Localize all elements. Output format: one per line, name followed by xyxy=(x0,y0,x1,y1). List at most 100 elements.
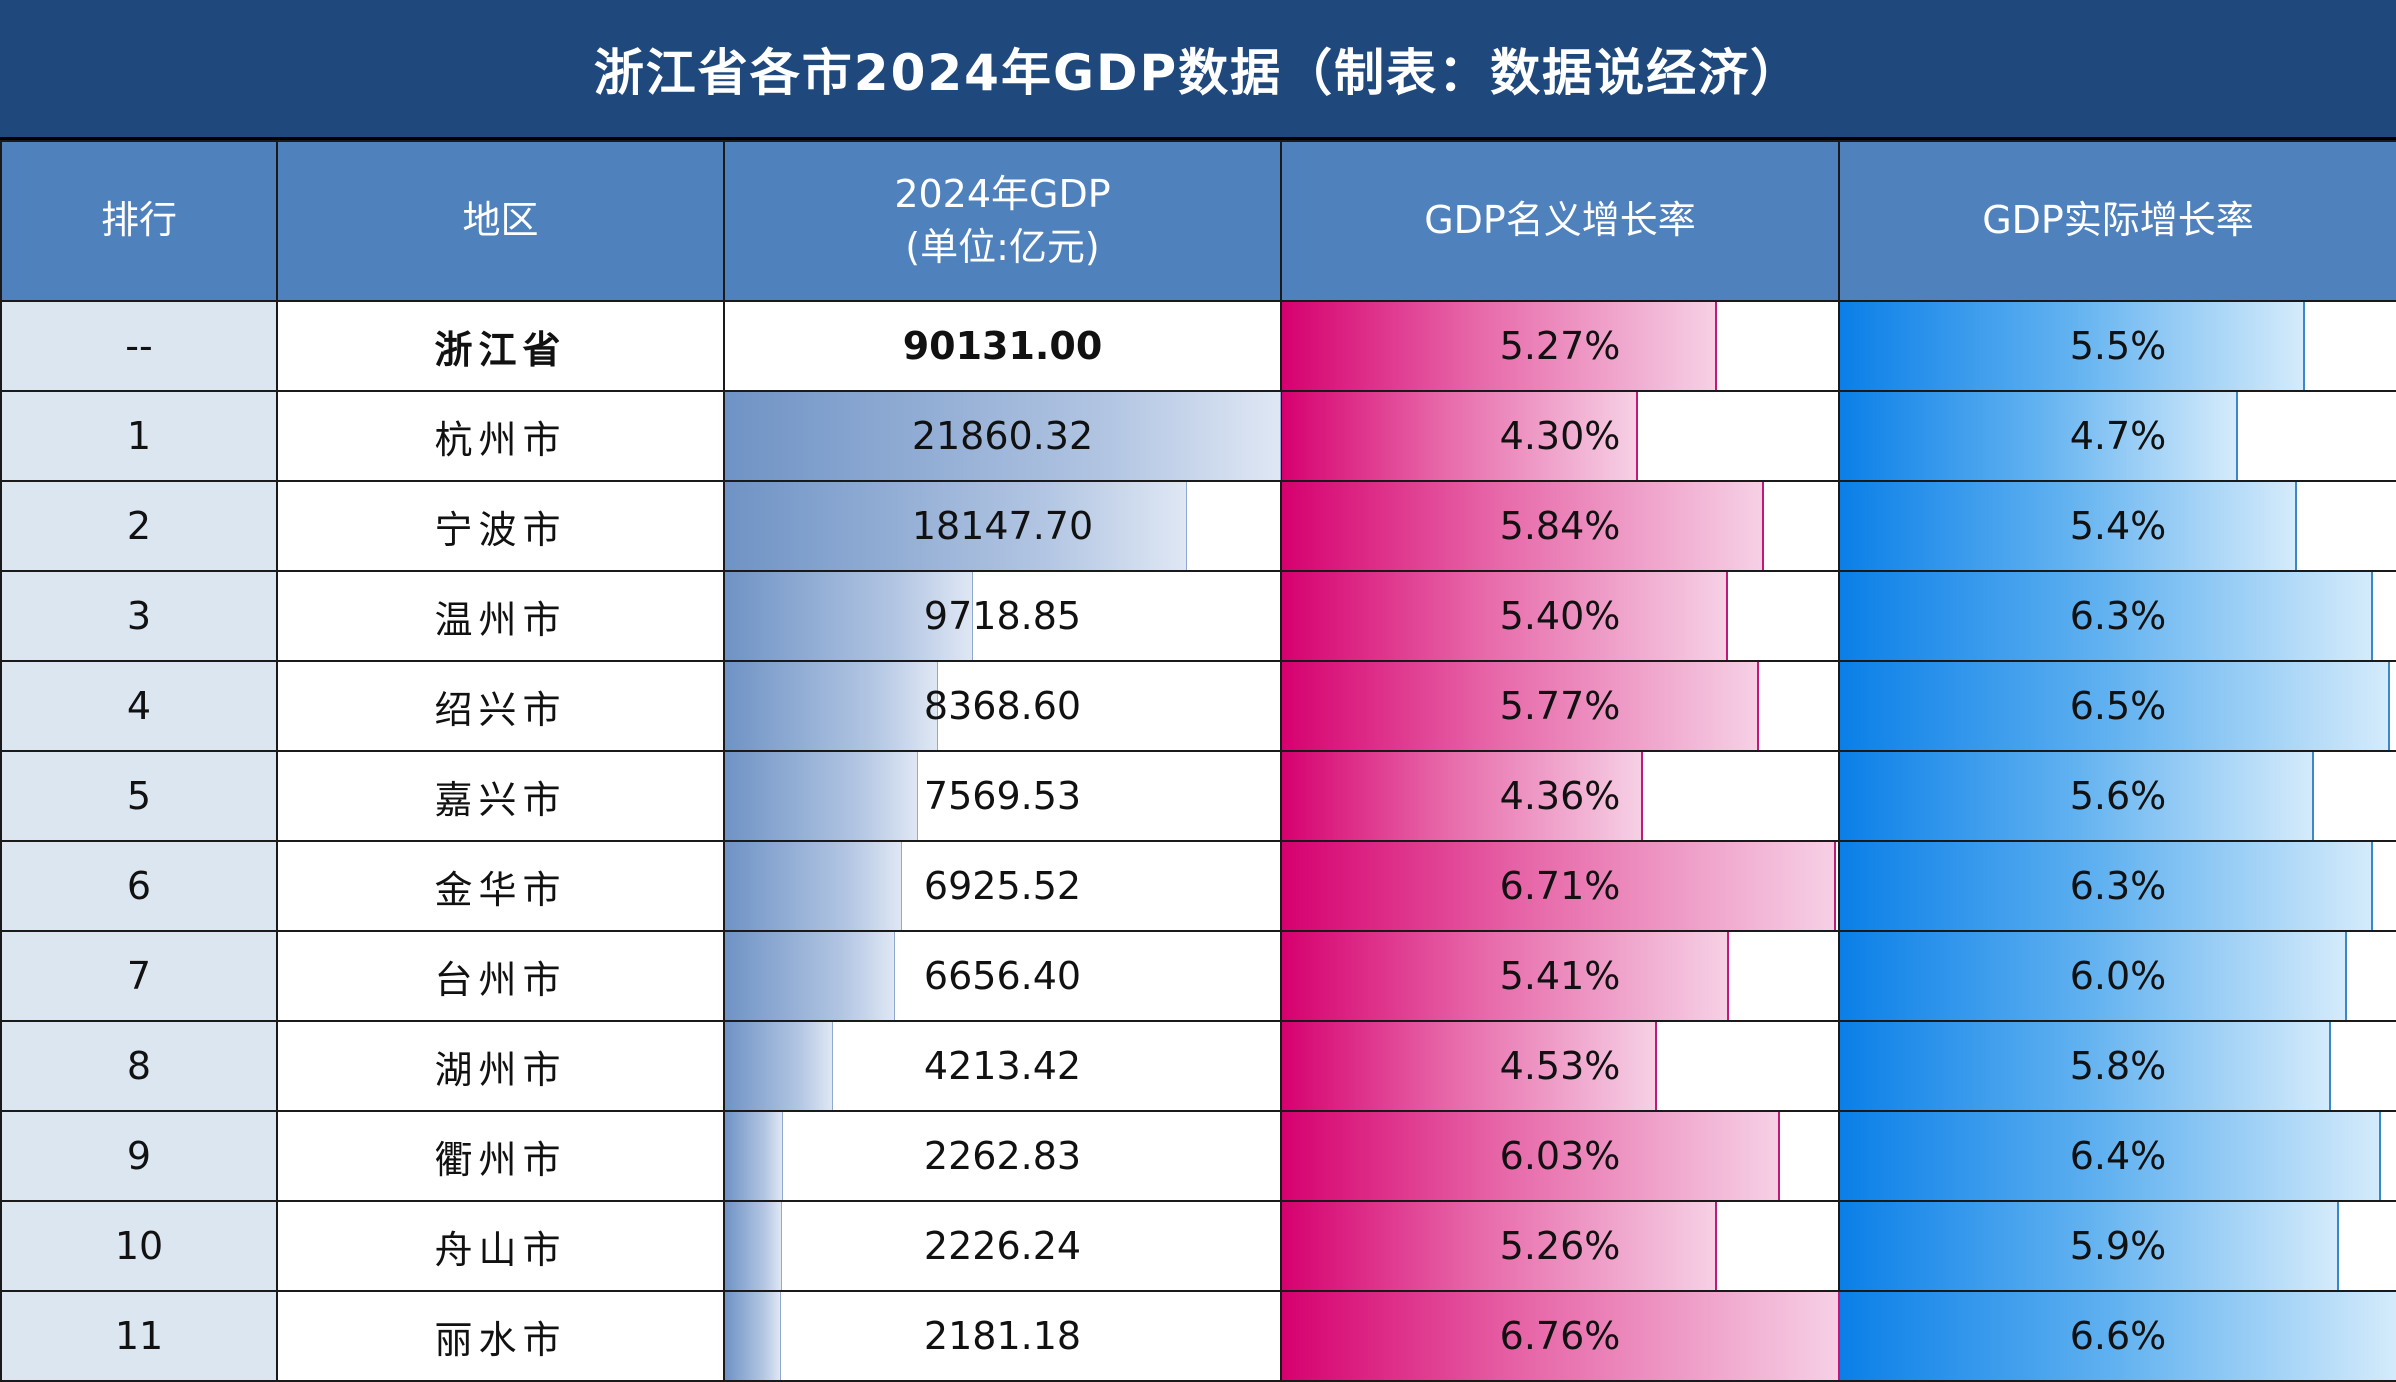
gdp-cell: 21860.32 xyxy=(723,390,1282,482)
nominal-growth-bar xyxy=(1282,482,1765,570)
real-growth-bar xyxy=(1840,932,2348,1020)
nominal-growth-value: 4.30% xyxy=(1499,414,1621,458)
nominal-growth-value: 5.77% xyxy=(1499,684,1621,728)
real-growth-value: 5.8% xyxy=(2069,1044,2167,1088)
gdp-bar xyxy=(725,932,895,1020)
nominal-growth-bar xyxy=(1282,1022,1657,1110)
gdp-value: 6656.40 xyxy=(923,954,1082,998)
header-gdp-line2: (单位:亿元) xyxy=(905,225,1100,269)
gdp-table: 排行 地区 2024年GDP (单位:亿元) GDP名义增长率 GDP实际增长率… xyxy=(0,140,2396,1382)
region-cell: 湖州市 xyxy=(276,1020,725,1112)
gdp-value: 2262.83 xyxy=(923,1134,1082,1178)
region-cell: 衢州市 xyxy=(276,1110,725,1202)
nominal-growth-value: 6.03% xyxy=(1499,1134,1621,1178)
rank-cell: 11 xyxy=(0,1290,278,1382)
gdp-value: 2226.24 xyxy=(923,1224,1082,1268)
nominal-growth-cell: 5.27% xyxy=(1280,300,1840,392)
table-row: 8 湖州市 4213.42 4.53% 5.8% xyxy=(0,1020,2396,1112)
region-cell: 嘉兴市 xyxy=(276,750,725,842)
real-growth-cell: 5.6% xyxy=(1838,750,2396,842)
nominal-growth-cell: 5.26% xyxy=(1280,1200,1840,1292)
real-growth-bar xyxy=(1840,842,2373,930)
gdp-bar xyxy=(725,1292,782,1380)
rank-label: -- xyxy=(125,324,153,368)
rank-cell: 6 xyxy=(0,840,278,932)
real-growth-bar xyxy=(1840,662,2390,750)
rank-label: 11 xyxy=(114,1314,164,1358)
rank-cell: 4 xyxy=(0,660,278,752)
rank-label: 9 xyxy=(126,1134,152,1178)
real-growth-value: 6.6% xyxy=(2069,1314,2167,1358)
gdp-cell: 7569.53 xyxy=(723,750,1282,842)
rank-cell: 3 xyxy=(0,570,278,662)
rank-label: 2 xyxy=(126,504,152,548)
nominal-growth-cell: 6.71% xyxy=(1280,840,1840,932)
table-row: 7 台州市 6656.40 5.41% 6.0% xyxy=(0,930,2396,1022)
region-label: 杭州市 xyxy=(434,417,567,462)
table-row: 5 嘉兴市 7569.53 4.36% 5.6% xyxy=(0,750,2396,842)
gdp-bar xyxy=(725,842,902,930)
region-cell: 宁波市 xyxy=(276,480,725,572)
real-growth-value: 5.5% xyxy=(2069,324,2167,368)
region-cell: 浙江省 xyxy=(276,300,725,392)
gdp-value: 7569.53 xyxy=(923,774,1082,818)
table-row: 4 绍兴市 8368.60 5.77% 6.5% xyxy=(0,660,2396,752)
region-label: 绍兴市 xyxy=(434,687,567,732)
real-growth-bar xyxy=(1840,1202,2339,1290)
real-growth-bar xyxy=(1840,392,2238,480)
real-growth-bar xyxy=(1840,572,2373,660)
table-row: 6 金华市 6925.52 6.71% 6.3% xyxy=(0,840,2396,932)
nominal-growth-cell: 6.03% xyxy=(1280,1110,1840,1202)
nominal-growth-cell: 5.40% xyxy=(1280,570,1840,662)
nominal-growth-value: 4.53% xyxy=(1499,1044,1621,1088)
gdp-value: 8368.60 xyxy=(923,684,1082,728)
gdp-bar xyxy=(725,752,919,840)
gdp-bar xyxy=(725,392,1281,480)
region-cell: 金华市 xyxy=(276,840,725,932)
gdp-cell: 6656.40 xyxy=(723,930,1282,1022)
header-row: 排行 地区 2024年GDP (单位:亿元) GDP名义增长率 GDP实际增长率 xyxy=(0,140,2396,302)
nominal-growth-value: 6.76% xyxy=(1499,1314,1621,1358)
header-gdp: 2024年GDP (单位:亿元) xyxy=(723,140,1282,302)
gdp-cell: 2262.83 xyxy=(723,1110,1282,1202)
rank-cell: 9 xyxy=(0,1110,278,1202)
region-label: 温州市 xyxy=(434,597,567,642)
header-real-growth: GDP实际增长率 xyxy=(1838,140,2396,302)
rank-label: 1 xyxy=(126,414,152,458)
nominal-growth-value: 5.27% xyxy=(1499,324,1621,368)
nominal-growth-bar xyxy=(1282,662,1759,750)
gdp-bar xyxy=(725,1112,784,1200)
nominal-growth-value: 4.36% xyxy=(1499,774,1621,818)
gdp-cell: 90131.00 xyxy=(723,300,1282,392)
region-cell: 温州市 xyxy=(276,570,725,662)
region-cell: 台州市 xyxy=(276,930,725,1022)
header-gdp-line1: 2024年GDP xyxy=(894,171,1111,216)
gdp-bar xyxy=(725,572,973,660)
gdp-bar xyxy=(725,662,939,750)
region-label: 台州市 xyxy=(434,957,567,1002)
real-growth-value: 6.3% xyxy=(2069,864,2167,908)
region-cell: 绍兴市 xyxy=(276,660,725,752)
real-growth-cell: 6.6% xyxy=(1838,1290,2396,1382)
gdp-cell: 8368.60 xyxy=(723,660,1282,752)
real-growth-bar xyxy=(1840,482,2297,570)
table-row: 2 宁波市 18147.70 5.84% 5.4% xyxy=(0,480,2396,572)
table-row: 9 衢州市 2262.83 6.03% 6.4% xyxy=(0,1110,2396,1202)
real-growth-cell: 6.0% xyxy=(1838,930,2396,1022)
rank-cell: -- xyxy=(0,300,278,392)
gdp-value: 2181.18 xyxy=(923,1314,1082,1358)
region-label: 浙江省 xyxy=(434,327,567,372)
gdp-cell: 2226.24 xyxy=(723,1200,1282,1292)
gdp-value: 9718.85 xyxy=(923,594,1082,638)
region-cell: 杭州市 xyxy=(276,390,725,482)
real-growth-cell: 6.5% xyxy=(1838,660,2396,752)
table-row: 3 温州市 9718.85 5.40% 6.3% xyxy=(0,570,2396,662)
region-cell: 舟山市 xyxy=(276,1200,725,1292)
nominal-growth-bar xyxy=(1282,752,1643,840)
table-body: -- 浙江省 90131.00 5.27% 5.5% 1 杭州市 21860.32 4.30% 4… xyxy=(0,300,2396,1382)
rank-cell: 10 xyxy=(0,1200,278,1292)
rank-label: 4 xyxy=(126,684,152,728)
region-label: 衢州市 xyxy=(434,1137,567,1182)
rank-cell: 2 xyxy=(0,480,278,572)
